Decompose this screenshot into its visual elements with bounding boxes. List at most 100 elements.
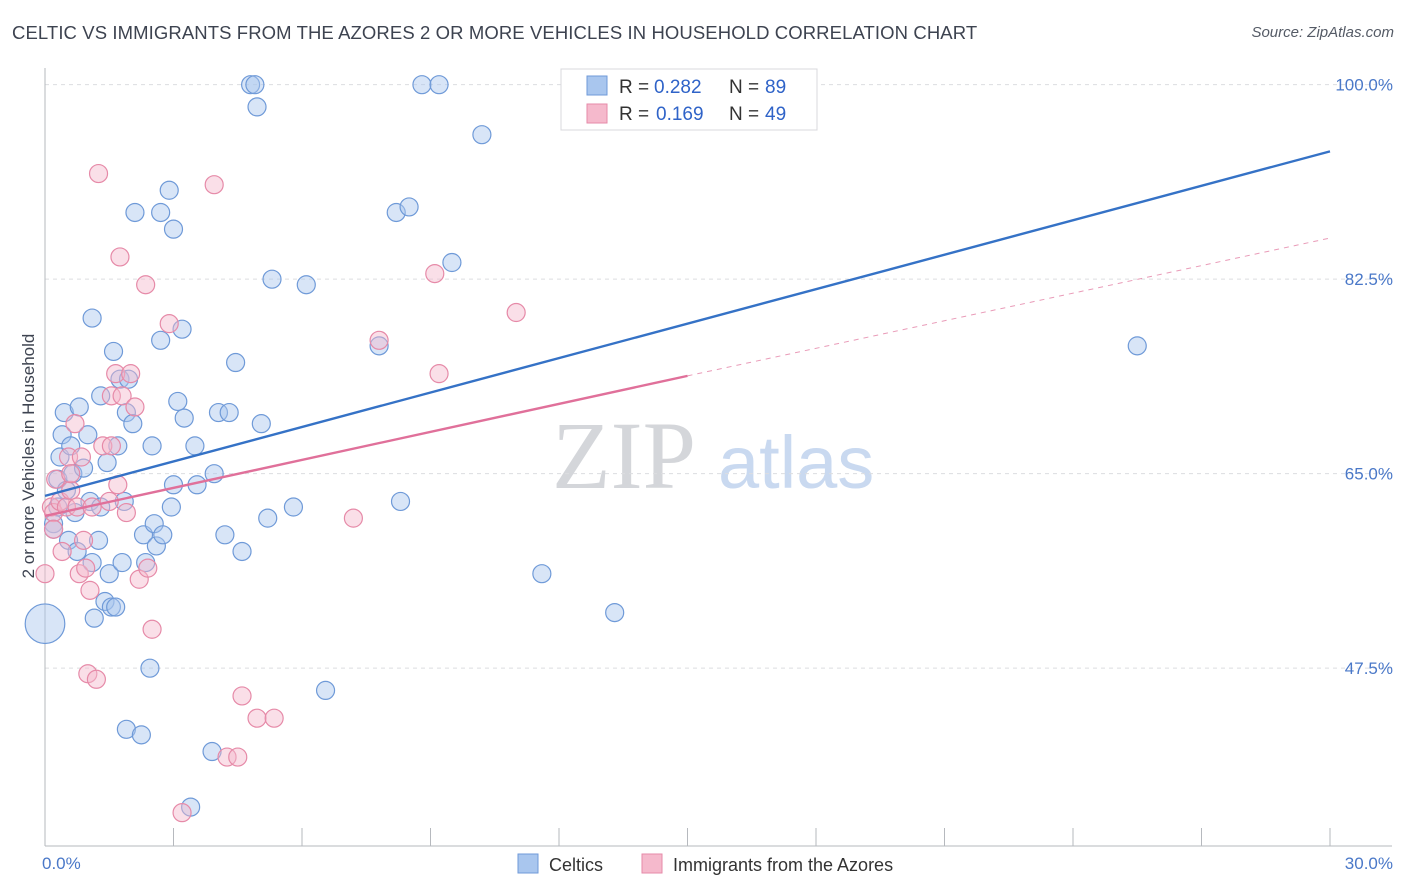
- data-point-azores: [46, 469, 66, 489]
- data-point-azores: [138, 558, 158, 578]
- legend-n-value-azores: 49: [765, 104, 786, 125]
- data-point-azores: [110, 247, 130, 267]
- data-point-celtics: [208, 402, 229, 423]
- data-point-azores: [425, 264, 445, 284]
- data-point-azores: [264, 708, 284, 728]
- data-point-celtics: [112, 552, 132, 573]
- data-point-azores: [61, 464, 81, 484]
- data-point-celtics: [219, 402, 239, 423]
- data-point-azores: [43, 519, 64, 539]
- data-point-celtics: [97, 452, 117, 473]
- data-point-celtics: [88, 530, 109, 550]
- data-point-celtics: [390, 491, 411, 512]
- data-point-azores: [506, 302, 526, 323]
- legend-r-label-azores: R =: [619, 104, 649, 125]
- data-point-celtics: [163, 219, 184, 239]
- axes: [44, 68, 1392, 847]
- data-point-celtics: [78, 425, 98, 445]
- data-point-azores: [73, 530, 94, 550]
- chart-title: CELTIC VS IMMIGRANTS FROM THE AZORES 2 O…: [12, 22, 978, 43]
- data-point-celtics: [532, 564, 552, 584]
- data-point-celtics: [429, 75, 449, 95]
- data-point-azores: [80, 580, 100, 600]
- data-point-celtics: [146, 536, 166, 556]
- watermark-zip: ZIP: [552, 402, 696, 509]
- data-point-azores: [172, 803, 192, 823]
- data-point-celtics: [283, 497, 304, 517]
- data-point-celtics: [125, 202, 145, 223]
- y-tick-label: 47.5%: [1345, 659, 1393, 678]
- bottom-legend-label-celtics: Celtics: [549, 855, 603, 875]
- trend-line-azores: [44, 374, 688, 518]
- data-point-celtics: [163, 475, 184, 495]
- data-point-celtics: [185, 436, 205, 456]
- data-point-azores: [52, 541, 72, 562]
- legend-r-value-azores: 0.169: [656, 104, 704, 125]
- data-point-celtics: [472, 125, 492, 145]
- data-point-celtics: [142, 436, 162, 456]
- legend-r-label-celtics: R =: [619, 77, 649, 98]
- data-point-celtics: [262, 269, 282, 289]
- data-point-celtics: [315, 680, 336, 701]
- trend-lines: [44, 150, 1331, 518]
- trend-line-azores-extension: [687, 237, 1331, 377]
- data-point-azores: [101, 436, 121, 456]
- data-point-azores: [65, 414, 85, 434]
- data-point-celtics: [245, 75, 265, 95]
- series-legend: Celtics Immigrants from the Azores: [517, 853, 893, 875]
- data-point-azores: [204, 175, 224, 195]
- data-point-celtics: [108, 436, 128, 456]
- bottom-legend-swatch-azores: [641, 853, 663, 874]
- y-tick-label: 100.0%: [1335, 76, 1393, 95]
- data-point-azores: [35, 564, 55, 584]
- data-point-celtics: [67, 541, 87, 562]
- data-point-celtics: [442, 252, 462, 273]
- x-tick-label: 0.0%: [42, 854, 81, 873]
- data-point-celtics: [258, 508, 278, 528]
- data-point-azores: [121, 364, 141, 384]
- data-point-celtics: [202, 741, 222, 762]
- data-point-celtics: [101, 597, 121, 617]
- data-point-azores: [88, 163, 109, 184]
- data-point-celtics: [226, 352, 246, 373]
- data-point-celtics: [116, 719, 136, 739]
- data-point-celtics: [369, 336, 389, 356]
- data-point-azores: [232, 686, 252, 706]
- legend-swatch-azores: [586, 103, 608, 124]
- data-point-azores: [112, 386, 132, 406]
- data-point-celtics: [161, 497, 181, 517]
- data-point-celtics: [247, 97, 267, 117]
- data-point-azores: [71, 447, 92, 467]
- data-point-celtics: [174, 408, 194, 428]
- data-point-celtics: [605, 602, 625, 623]
- data-point-azores: [369, 330, 389, 350]
- legend-box: R = 0.282 N = 89 R = 0.169 N = 49: [560, 68, 818, 131]
- data-point-celtics: [232, 541, 252, 562]
- y-tick-label: 82.5%: [1345, 270, 1393, 289]
- data-point-celtics: [399, 197, 419, 217]
- data-point-azores: [86, 669, 107, 689]
- data-point-azores: [136, 275, 156, 295]
- data-point-celtics: [131, 725, 151, 745]
- data-point-azores: [106, 364, 126, 384]
- data-point-celtics: [140, 658, 160, 678]
- legend-n-label-azores: N =: [729, 104, 759, 125]
- data-point-celtics: [296, 275, 316, 295]
- data-point-celtics: [153, 525, 173, 545]
- data-point-celtics: [151, 202, 171, 223]
- data-point-azores: [142, 619, 162, 639]
- data-point-celtics: [106, 597, 126, 617]
- data-point-celtics: [84, 608, 104, 628]
- bottom-legend-label-azores: Immigrants from the Azores: [673, 855, 893, 875]
- source-credit: Source: ZipAtlas.com: [1251, 24, 1394, 41]
- legend-n-label-celtics: N =: [729, 77, 759, 98]
- data-point-celtics: [24, 603, 66, 645]
- data-point-azores: [217, 747, 237, 767]
- data-point-azores: [429, 364, 449, 384]
- bottom-legend-swatch-celtics: [517, 853, 539, 874]
- data-point-azores: [125, 397, 145, 417]
- data-point-celtics: [151, 330, 171, 350]
- y-axis-label: 2 or more Vehicles in Household: [19, 334, 38, 579]
- data-point-celtics: [251, 414, 271, 434]
